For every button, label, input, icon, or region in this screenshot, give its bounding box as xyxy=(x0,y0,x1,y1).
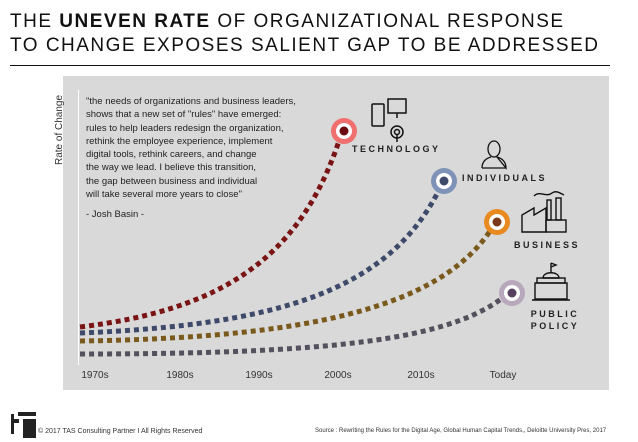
technology-curve xyxy=(79,137,343,330)
x-tick: 1990s xyxy=(245,370,273,381)
x-tick: 1970s xyxy=(81,370,109,381)
company-logo xyxy=(11,412,36,438)
business-marker xyxy=(484,209,510,235)
public-policy-label: PUBLIC POLICY xyxy=(530,309,580,331)
quote-text: "the needs of organizations and business… xyxy=(86,96,296,201)
title-post: OF ORGANIZATIONAL RESPONSE xyxy=(210,11,565,32)
public-policy-curve xyxy=(79,294,507,357)
business-curve xyxy=(79,226,495,344)
x-tick: 2010s xyxy=(407,370,435,381)
title-line2: TO CHANGE EXPOSES SALIENT GAP TO BE ADDR… xyxy=(10,35,600,56)
title-divider xyxy=(10,65,610,66)
business-label: BUSINESS xyxy=(514,240,581,250)
devices-icon xyxy=(371,98,407,142)
x-tick: Today xyxy=(489,370,517,381)
source-citation: Source : Rewriting the Rules for the Dig… xyxy=(315,428,607,434)
quote-author: - Josh Basin - xyxy=(86,209,145,220)
individuals-label: INDIVIDUALS xyxy=(462,173,548,183)
slide-title: THE UNEVEN RATE OF ORGANIZATIONAL RESPON… xyxy=(10,10,599,58)
x-tick: 1980s xyxy=(166,370,194,381)
public-policy-marker xyxy=(499,280,525,306)
person-icon xyxy=(481,140,507,170)
government-building-icon xyxy=(532,262,570,301)
factory-icon xyxy=(521,191,567,233)
x-tick: 2000s xyxy=(324,370,352,381)
title-bold: UNEVEN RATE xyxy=(59,11,211,32)
title-pre: THE xyxy=(10,11,60,32)
individuals-curve xyxy=(79,186,443,336)
copyright: © 2017 TAS Consulting Partner I All Righ… xyxy=(38,428,203,435)
technology-label: TECHNOLOGY xyxy=(352,144,441,154)
y-axis-line xyxy=(78,90,79,365)
technology-marker xyxy=(331,118,357,144)
individuals-marker xyxy=(431,168,457,194)
